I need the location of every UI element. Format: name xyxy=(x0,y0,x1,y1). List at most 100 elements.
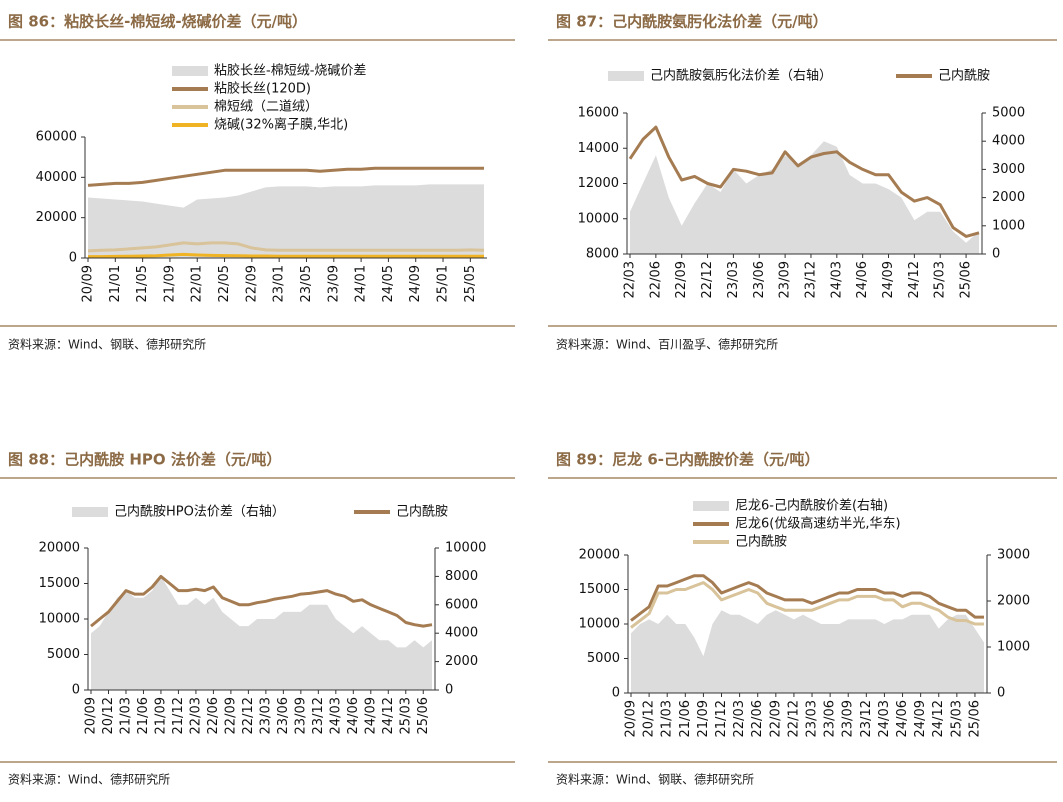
x-tick-label: 23/12 xyxy=(803,261,818,298)
x-tick-label: 24/03 xyxy=(328,697,343,734)
x-tick-label: 25/03 xyxy=(398,697,413,734)
x-tick-label: 22/12 xyxy=(786,700,801,737)
y-tick-label: 0 xyxy=(69,251,77,266)
x-tick-label: 25/03 xyxy=(949,700,964,737)
y2-tick-label: 2000 xyxy=(445,654,478,669)
y-tick-label: 5000 xyxy=(587,651,620,666)
y-tick-label: 10000 xyxy=(578,211,619,226)
x-tick-label: 24/03 xyxy=(877,700,892,737)
x-tick-label: 23/03 xyxy=(805,700,820,737)
y2-tick-label: 4000 xyxy=(992,134,1025,149)
y-tick-label: 10000 xyxy=(39,612,80,627)
x-tick-label: 22/05 xyxy=(217,265,232,302)
x-tick-label: 23/01 xyxy=(272,265,287,302)
x-tick-label: 20/09 xyxy=(84,697,99,734)
price-line xyxy=(630,574,984,622)
figure-caption: 图 88：己内酰胺 HPO 法价差（元/吨） xyxy=(8,451,281,469)
y2-tick-label: 8000 xyxy=(445,569,478,584)
price-line xyxy=(87,166,484,187)
x-tick-label: 22/12 xyxy=(700,261,715,298)
spread-area xyxy=(91,576,432,690)
x-tick-label: 23/09 xyxy=(841,700,856,737)
spread-area xyxy=(630,141,979,254)
y-tick-label: 20000 xyxy=(36,210,77,225)
source-note: 资料来源：Wind、钢联、德邦研究所 xyxy=(556,772,754,787)
source-note: 资料来源：Wind、百川盈孚、德邦研究所 xyxy=(556,337,778,352)
price-line xyxy=(90,574,433,628)
x-tick-label: 24/09 xyxy=(881,261,896,298)
x-tick-label: 23/09 xyxy=(326,265,341,302)
spread-area xyxy=(631,610,984,693)
x-tick-label: 24/03 xyxy=(829,261,844,298)
x-tick-label: 23/03 xyxy=(726,261,741,298)
spread-area xyxy=(88,184,484,258)
x-tick-label: 22/03 xyxy=(188,697,203,734)
x-tick-label: 22/09 xyxy=(223,697,238,734)
x-tick-label: 24/09 xyxy=(363,697,378,734)
y2-tick-label: 1000 xyxy=(992,218,1025,233)
x-tick-label: 23/09 xyxy=(293,697,308,734)
x-tick-label: 22/06 xyxy=(206,697,221,734)
x-tick-label: 20/12 xyxy=(642,700,657,737)
price-line xyxy=(88,252,484,259)
legend-label: 己内酰胺 xyxy=(735,534,787,550)
x-tick-label: 21/09 xyxy=(696,700,711,737)
x-tick-label: 24/05 xyxy=(381,265,396,302)
y-tick-label: 0 xyxy=(612,686,620,701)
y2-tick-label: 0 xyxy=(997,686,1005,701)
x-tick-label: 21/01 xyxy=(108,265,123,302)
figure-caption: 图 86：粘胶长丝-棉短绒-烧碱价差（元/吨） xyxy=(8,13,307,31)
x-tick-label: 20/09 xyxy=(624,700,639,737)
x-tick-label: 21/03 xyxy=(118,697,133,734)
y-tick-label: 60000 xyxy=(36,130,77,145)
x-tick-label: 20/12 xyxy=(101,697,116,734)
y-tick-label: 8000 xyxy=(586,247,619,262)
legend-label: 粘胶长丝-棉短绒-烧碱价差 xyxy=(214,63,366,79)
y-tick-label: 40000 xyxy=(36,170,77,185)
x-tick-label: 25/06 xyxy=(967,700,982,737)
x-tick-label: 23/12 xyxy=(859,700,874,737)
legend-label: 尼龙6-己内酰胺价差(右轴) xyxy=(735,498,888,514)
legend-label: 己内酰胺HPO法价差（右轴） xyxy=(114,504,285,520)
y-tick-label: 15000 xyxy=(579,582,620,597)
x-tick-label: 24/12 xyxy=(381,697,396,734)
y-tick-label: 20000 xyxy=(579,548,620,563)
y2-tick-label: 0 xyxy=(992,247,1000,262)
figure-caption: 图 89：尼龙 6-己内酰胺价差（元/吨） xyxy=(556,451,819,469)
x-tick-label: 23/06 xyxy=(752,261,767,298)
x-tick-label: 22/03 xyxy=(623,261,638,298)
x-tick-label: 24/01 xyxy=(354,265,369,302)
x-tick-label: 21/05 xyxy=(135,265,150,302)
legend-swatch xyxy=(693,501,729,511)
y2-tick-label: 1000 xyxy=(997,640,1030,655)
source-note: 资料来源：Wind、德邦研究所 xyxy=(8,772,170,787)
x-tick-label: 22/01 xyxy=(190,265,205,302)
y2-tick-label: 3000 xyxy=(992,162,1025,177)
y-tick-label: 12000 xyxy=(578,176,619,191)
x-tick-label: 23/03 xyxy=(258,697,273,734)
x-tick-label: 23/06 xyxy=(276,697,291,734)
x-tick-label: 21/06 xyxy=(678,700,693,737)
x-tick-label: 22/06 xyxy=(648,261,663,298)
y2-tick-label: 2000 xyxy=(992,190,1025,205)
x-tick-label: 23/12 xyxy=(311,697,326,734)
x-tick-label: 24/12 xyxy=(907,261,922,298)
x-tick-label: 22/09 xyxy=(244,265,259,302)
legend-label: 烧碱(32%离子膜,华北) xyxy=(214,117,348,133)
y2-tick-label: 3000 xyxy=(997,548,1030,563)
x-tick-label: 25/05 xyxy=(463,265,478,302)
legend-swatch xyxy=(172,66,208,76)
x-tick-label: 24/06 xyxy=(855,261,870,298)
legend-label: 己内酰胺氨肟化法价差（右轴） xyxy=(650,68,832,84)
price-line xyxy=(628,125,980,238)
source-note: 资料来源：Wind、钢联、德邦研究所 xyxy=(8,337,206,352)
y-tick-label: 16000 xyxy=(578,106,619,121)
x-tick-label: 23/05 xyxy=(299,265,314,302)
x-tick-label: 24/06 xyxy=(346,697,361,734)
x-tick-label: 21/09 xyxy=(162,265,177,302)
y2-tick-label: 5000 xyxy=(992,106,1025,121)
x-tick-label: 25/06 xyxy=(416,697,431,734)
x-tick-label: 24/09 xyxy=(913,700,928,737)
x-tick-label: 20/09 xyxy=(81,265,96,302)
